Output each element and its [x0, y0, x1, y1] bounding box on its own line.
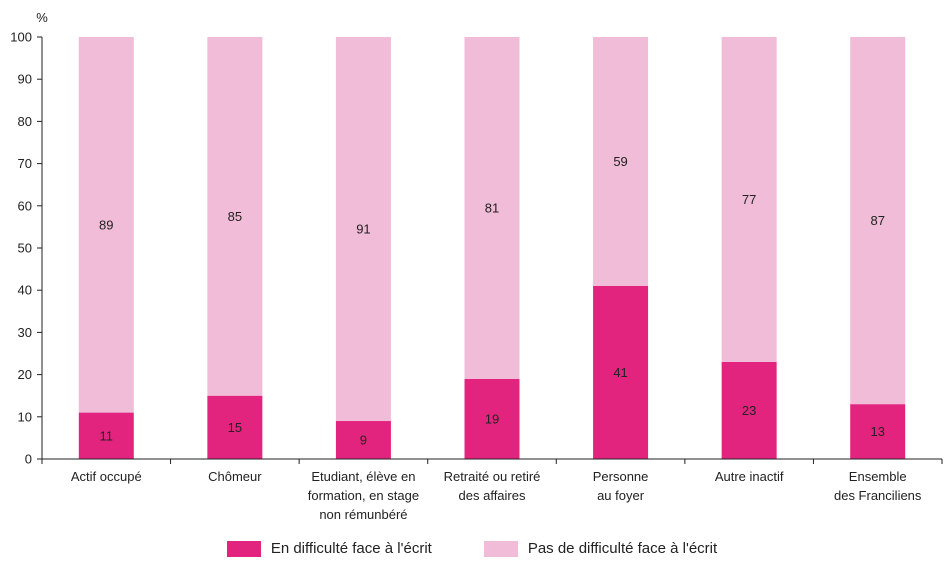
- bar-no-difficulty: [593, 37, 649, 286]
- x-category-label: Ensemble des Franciliens: [834, 469, 922, 503]
- bar-no-difficulty: [464, 37, 520, 379]
- bar-no-difficulty: [721, 37, 777, 362]
- y-tick-label: 100: [10, 30, 32, 45]
- legend: En difficulté face à l'écrit Pas de diff…: [0, 540, 944, 557]
- y-tick-label: 80: [18, 114, 32, 129]
- legend-label-difficulty: En difficulté face à l'écrit: [270, 540, 432, 557]
- data-label-no-difficulty: 89: [99, 217, 113, 232]
- x-axis: Actif occupé Chômeur Etudiant, élève en for…: [41, 458, 943, 522]
- y-tick-label: 50: [18, 241, 32, 256]
- bar-difficulty: [464, 378, 520, 459]
- bar-no-difficulty: [335, 37, 391, 422]
- data-label-no-difficulty: 81: [485, 200, 499, 215]
- y-tick-label: 70: [18, 156, 32, 171]
- y-tick-label: 10: [18, 409, 32, 424]
- y-tick-label: 30: [18, 325, 32, 340]
- y-axis: 0 10 20 30 40 50 60 70 80 90 100: [10, 30, 43, 467]
- x-category-label: Chômeur: [208, 469, 262, 484]
- data-label-difficulty: 15: [228, 420, 242, 435]
- data-label-no-difficulty: 85: [228, 209, 242, 224]
- y-axis-unit: %: [36, 10, 48, 25]
- data-label-difficulty: 41: [613, 365, 627, 380]
- x-category-label: Retraité ou retiré des affaires: [444, 469, 541, 503]
- bar-difficulty: [721, 361, 777, 459]
- y-tick-label: 40: [18, 283, 32, 298]
- legend-label-no-difficulty: Pas de difficulté face à l'écrit: [527, 540, 718, 557]
- legend-item-no-difficulty: Pas de difficulté face à l'écrit: [483, 540, 718, 557]
- y-tick-label: 0: [25, 452, 32, 467]
- y-tick-label: 60: [18, 198, 32, 213]
- data-label-difficulty: 23: [742, 403, 756, 418]
- data-label-no-difficulty: 59: [613, 154, 627, 169]
- x-category-label: Actif occupé: [71, 469, 142, 484]
- data-label-no-difficulty: 87: [870, 213, 884, 228]
- bar-difficulty: [850, 404, 906, 459]
- data-label-difficulty: 19: [485, 411, 499, 426]
- legend-swatch-difficulty: [226, 540, 261, 557]
- legend-item-difficulty: En difficulté face à l'écrit: [226, 540, 432, 557]
- data-label-difficulty: 11: [100, 428, 114, 443]
- bar-no-difficulty: [207, 37, 263, 396]
- bar-difficulty: [593, 285, 649, 459]
- x-category-label: Personne au foyer: [593, 469, 649, 503]
- y-tick-label: 20: [18, 367, 32, 382]
- data-label-no-difficulty: 91: [356, 222, 370, 237]
- x-category-label: Autre inactif: [715, 469, 784, 484]
- y-tick-label: 90: [18, 72, 32, 87]
- data-label-no-difficulty: 77: [742, 192, 756, 207]
- data-label-difficulty: 9: [360, 433, 367, 448]
- bar-no-difficulty: [850, 37, 906, 405]
- data-label-difficulty: 13: [870, 424, 884, 439]
- bar-difficulty: [335, 421, 391, 459]
- bars: 11 89 15 85 9 91 19 81 41 59 23 77 13 87: [78, 37, 906, 459]
- bar-difficulty: [207, 395, 263, 459]
- bar-difficulty: [78, 412, 134, 459]
- x-category-label: Etudiant, élève en formation, en stage non…: [308, 469, 419, 522]
- bar-no-difficulty: [78, 37, 134, 413]
- legend-swatch-no-difficulty: [483, 540, 518, 557]
